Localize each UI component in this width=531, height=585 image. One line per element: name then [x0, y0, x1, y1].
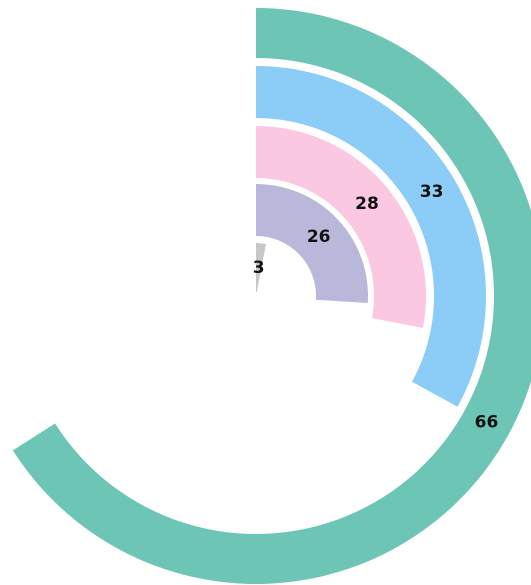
data-label: 3	[253, 258, 265, 278]
radial-bar	[256, 66, 486, 407]
data-label: 28	[355, 194, 379, 214]
data-label: 26	[307, 227, 331, 247]
radial-bar	[256, 126, 427, 328]
radial-bar	[256, 184, 368, 304]
radial-bar	[256, 243, 266, 293]
data-label: 33	[420, 182, 444, 202]
data-label: 66	[475, 413, 499, 433]
